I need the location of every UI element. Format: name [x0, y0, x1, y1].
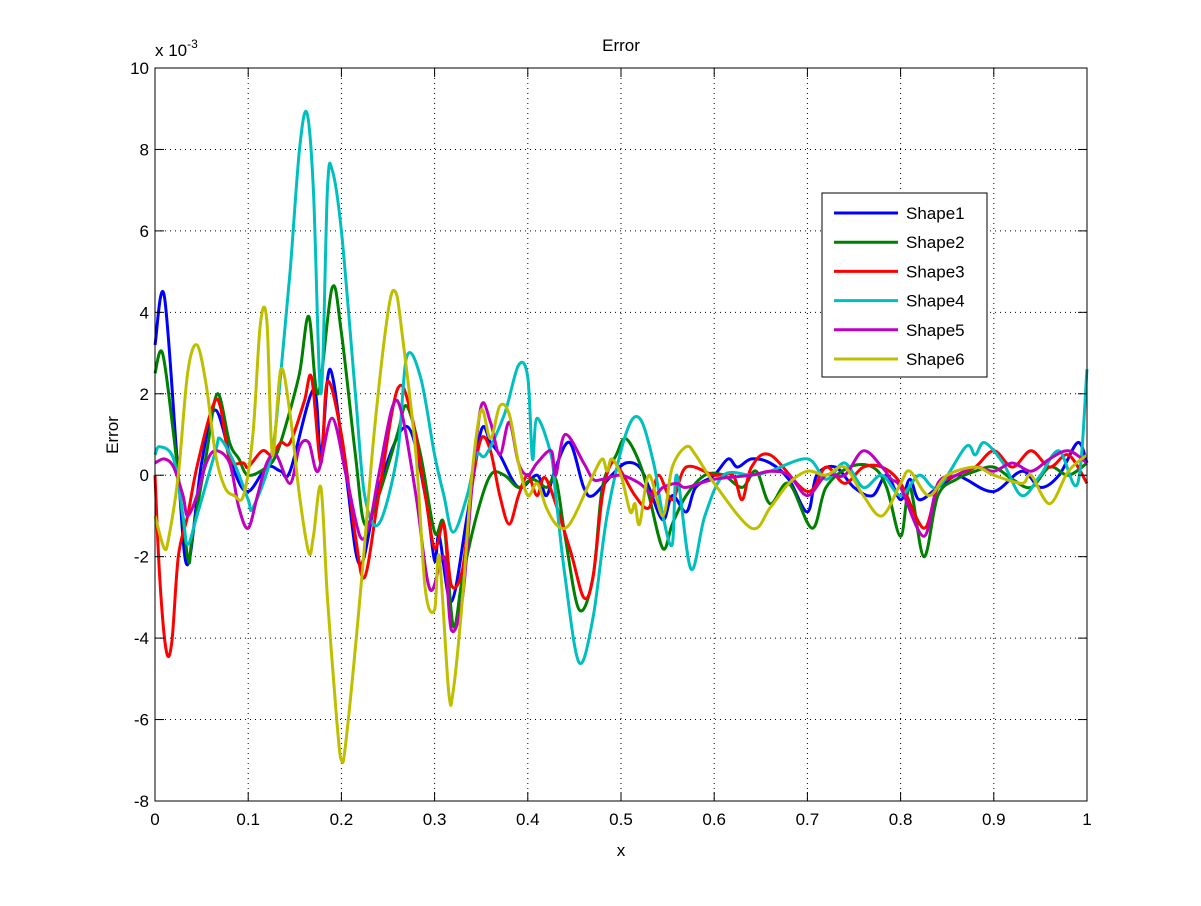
x-tick-label: 0.5 — [609, 810, 633, 829]
series-line-shape1 — [153, 290, 1089, 604]
x-tick-label: 0.1 — [236, 810, 260, 829]
y-tick-label: -2 — [134, 548, 149, 567]
chart-title: Error — [602, 36, 640, 55]
x-tick-label: 0.4 — [516, 810, 540, 829]
x-tick-label: 0.9 — [982, 810, 1006, 829]
legend-label: Shape3 — [906, 262, 965, 281]
series-lines — [153, 109, 1089, 765]
legend-label: Shape4 — [906, 292, 965, 311]
x-tick-label: 0.3 — [423, 810, 447, 829]
y-tick-label: 4 — [140, 303, 149, 322]
y-tick-label: -4 — [134, 629, 149, 648]
y-tick-label: -8 — [134, 792, 149, 811]
x-tick-label: 1 — [1082, 810, 1091, 829]
y-tick-label: 10 — [130, 59, 149, 78]
y-tick-label: -6 — [134, 711, 149, 730]
x-axis-label: x — [617, 841, 626, 860]
x-tick-label: 0.2 — [330, 810, 354, 829]
legend: Shape1 Shape2 Shape3 Shape4 Shape5 Shape6 — [821, 192, 988, 378]
series-line-shape4 — [153, 109, 1089, 666]
x-tick-label: 0 — [150, 810, 159, 829]
y-tick-label: 6 — [140, 222, 149, 241]
y-tick-label: 2 — [140, 385, 149, 404]
legend-box — [821, 192, 988, 378]
series-line-shape3 — [153, 373, 1089, 659]
y-axis-label: Error — [103, 416, 122, 454]
legend-label: Shape6 — [906, 350, 965, 369]
legend-label: Shape2 — [906, 233, 965, 252]
y-multiplier-exponent: -3 — [187, 37, 198, 51]
x-tick-label: 0.7 — [796, 810, 820, 829]
y-tick-label: 0 — [140, 466, 149, 485]
y-tick-label: 8 — [140, 140, 149, 159]
y-multiplier-base: x 10 — [155, 41, 187, 60]
series-line-shape6 — [153, 288, 1088, 765]
x-tick-label: 0.6 — [702, 810, 726, 829]
y-multiplier-label: x 10-3 — [155, 37, 198, 60]
axis-ticks: 0 0.1 0.2 0.3 0.4 0.5 0.6 0.7 0.8 0.9 1 -8 -6 -4 -2 0 2 4… — [130, 59, 1092, 829]
legend-label: Shape1 — [906, 204, 965, 223]
legend-label: Shape5 — [906, 321, 965, 340]
x-tick-label: 0.8 — [889, 810, 913, 829]
